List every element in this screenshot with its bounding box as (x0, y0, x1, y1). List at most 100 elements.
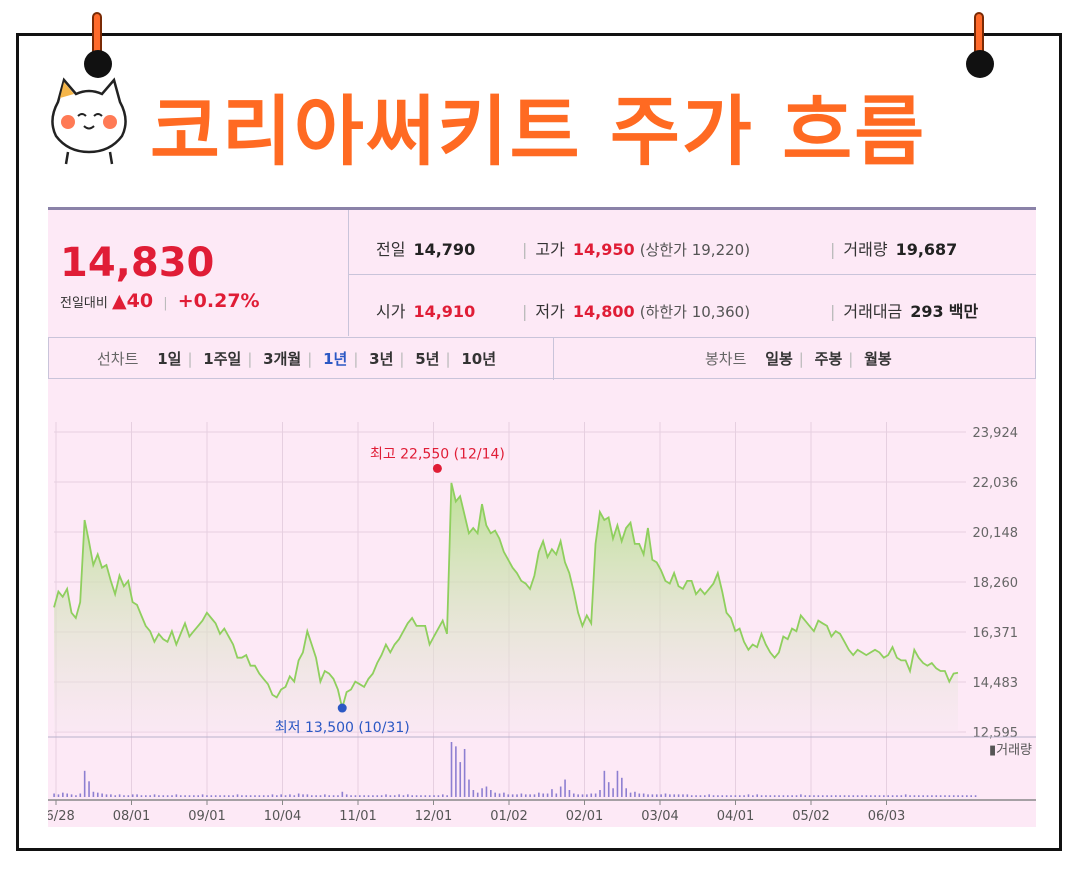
volume-bar (380, 795, 383, 797)
volume-bar (262, 795, 265, 797)
volume-bar (852, 795, 855, 797)
volume-bar (616, 770, 619, 797)
volume-bar (131, 794, 134, 797)
volume-bar (708, 794, 710, 797)
tab-3month[interactable]: 3개월 (263, 350, 302, 368)
volume-bar (660, 794, 662, 797)
volume-bar (704, 795, 706, 797)
volume-bar (455, 746, 457, 797)
volume-bar (258, 795, 261, 797)
trade-amount: | 거래대금 293 백만 (830, 302, 979, 321)
volume-bar (730, 795, 732, 797)
tab-1year[interactable]: 1년 (323, 350, 348, 368)
volume-bar (909, 795, 911, 797)
volume-bar (520, 793, 523, 797)
volume-bar (206, 795, 208, 797)
volume-bar (57, 794, 60, 797)
volume-bar (293, 795, 296, 797)
volume-bar (922, 795, 924, 797)
volume-bar (690, 795, 693, 797)
volume-bar (324, 794, 326, 797)
volume-bar (372, 795, 374, 797)
volume-bar (66, 793, 69, 797)
volume-bar (145, 795, 147, 797)
volume-bar (79, 793, 82, 797)
pin-right-head (966, 50, 994, 78)
volume-bar (939, 795, 942, 797)
volume-bar (166, 795, 169, 797)
volume-bar (227, 795, 230, 797)
volume-bar (883, 795, 885, 797)
volume-bar (861, 795, 863, 797)
volume-bar (551, 789, 553, 797)
volume-bar (524, 794, 527, 797)
volume-bar (773, 795, 776, 797)
change-percent: +0.27% (177, 290, 260, 312)
volume-bar (158, 795, 160, 797)
volume-bar (808, 795, 811, 797)
volume-bar (424, 795, 427, 797)
volume-bar (664, 793, 667, 797)
volume-bar (411, 795, 414, 797)
volume-bar (420, 795, 422, 797)
volume-bar (756, 794, 759, 797)
volume-bar (612, 788, 614, 797)
volume-bar (407, 794, 409, 797)
volume-bar (385, 794, 387, 797)
tab-weekly[interactable]: 주봉 (814, 350, 843, 368)
volume-bar (786, 795, 789, 797)
volume-bar (826, 795, 828, 797)
volume-bar (931, 795, 933, 797)
volume-bar (114, 795, 117, 797)
volume-bar (865, 795, 868, 797)
volume-bar (848, 795, 850, 797)
volume-bar (88, 781, 90, 797)
volume-bar (538, 792, 540, 797)
volume-bar (197, 795, 200, 797)
change-value: 40 (126, 290, 154, 312)
volume-bar (92, 791, 95, 797)
volume-bar (402, 795, 405, 797)
volume-bar (961, 795, 964, 797)
volume-bar (603, 770, 606, 797)
volume-bar (647, 794, 649, 797)
volume-bar (721, 795, 724, 797)
volume-bar (214, 795, 217, 797)
volume-bar (297, 793, 300, 797)
x-tick-label: 03/04 (641, 809, 678, 824)
volume-bar (695, 795, 697, 797)
volume-bar (752, 795, 754, 797)
x-tick-label: 10/04 (264, 809, 301, 824)
volume-bar (485, 786, 488, 797)
tab-3year[interactable]: 3년 (369, 350, 394, 368)
tab-1week[interactable]: 1주일 (203, 350, 242, 368)
volume-bar (673, 794, 676, 797)
volume-bar (542, 793, 545, 797)
volume-bar (830, 795, 833, 797)
tab-10year[interactable]: 10년 (461, 350, 497, 368)
tab-monthly[interactable]: 월봉 (864, 350, 892, 368)
volume-bar (437, 795, 440, 797)
volume-bar (188, 795, 191, 797)
volume-bar (162, 795, 165, 797)
low-marker-label: 최저 13,500 (10/31) (275, 720, 410, 736)
volume-bar (813, 795, 815, 797)
tab-1day[interactable]: 1일 (157, 350, 182, 368)
tab-5year[interactable]: 5년 (415, 350, 440, 368)
volume-bar (804, 795, 807, 797)
volume-bar (843, 795, 846, 797)
price-chart: 23,924 22,036 20,148 18,260 16,371 14,483 12,5… (48, 422, 1036, 824)
volume-bar (468, 779, 470, 797)
price-change: 전일대비 ▲40 | +0.27% (60, 290, 260, 312)
volume-bar (310, 795, 313, 797)
x-tick-label: 01/02 (490, 809, 527, 824)
volume-bar (498, 793, 501, 797)
volume-bar (245, 795, 248, 797)
volume-bar (236, 794, 239, 797)
chart-tabbar: 선차트 1일 | 1주일 | 3개월 | 1년 | 3년 | 5년 | 10년 봉차트 일봉… (48, 337, 1036, 380)
volume-bar (586, 794, 588, 797)
volume-bar (559, 786, 562, 797)
volume-bar (328, 795, 331, 797)
tab-daily[interactable]: 일봉 (765, 350, 793, 368)
current-price: 14,830 (60, 240, 215, 286)
